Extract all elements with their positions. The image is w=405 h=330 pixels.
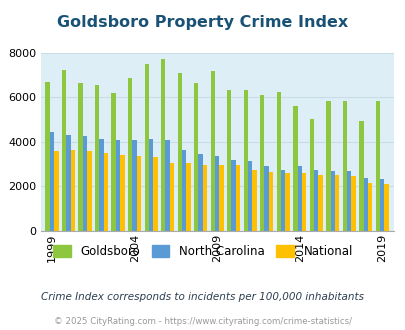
Bar: [194, 83, 198, 231]
Legend: Goldsboro, North Carolina, National: Goldsboro, North Carolina, National: [48, 241, 357, 263]
Bar: [210, 71, 215, 231]
Text: © 2025 CityRating.com - https://www.cityrating.com/crime-statistics/: © 2025 CityRating.com - https://www.city…: [54, 317, 351, 326]
Bar: [186, 163, 190, 231]
Bar: [259, 95, 264, 231]
Bar: [78, 83, 83, 231]
Bar: [292, 106, 297, 231]
Bar: [313, 170, 318, 231]
Bar: [235, 165, 240, 231]
Bar: [104, 153, 108, 231]
Bar: [351, 177, 355, 231]
Bar: [116, 140, 120, 231]
Bar: [153, 157, 158, 231]
Bar: [309, 118, 313, 231]
Bar: [54, 151, 59, 231]
Bar: [50, 132, 54, 231]
Bar: [379, 179, 384, 231]
Bar: [45, 82, 50, 231]
Bar: [215, 156, 219, 231]
Bar: [318, 175, 322, 231]
Bar: [362, 178, 367, 231]
Bar: [226, 89, 231, 231]
Bar: [149, 139, 153, 231]
Bar: [268, 172, 273, 231]
Text: Goldsboro Property Crime Index: Goldsboro Property Crime Index: [57, 15, 348, 30]
Bar: [252, 170, 256, 231]
Bar: [280, 170, 285, 231]
Bar: [198, 154, 202, 231]
Bar: [330, 171, 334, 231]
Bar: [301, 173, 306, 231]
Text: Crime Index corresponds to incidents per 100,000 inhabitants: Crime Index corresponds to incidents per…: [41, 292, 364, 302]
Bar: [247, 161, 252, 231]
Bar: [144, 64, 149, 231]
Bar: [219, 165, 223, 231]
Bar: [276, 92, 280, 231]
Bar: [367, 183, 371, 231]
Bar: [264, 166, 268, 231]
Bar: [325, 101, 330, 231]
Bar: [62, 70, 66, 231]
Bar: [384, 184, 388, 231]
Bar: [111, 93, 116, 231]
Bar: [95, 85, 99, 231]
Bar: [177, 73, 181, 231]
Bar: [375, 101, 379, 231]
Bar: [165, 140, 170, 231]
Bar: [132, 140, 136, 231]
Bar: [83, 136, 87, 231]
Bar: [297, 166, 301, 231]
Bar: [181, 150, 186, 231]
Bar: [243, 89, 247, 231]
Bar: [170, 163, 174, 231]
Bar: [346, 171, 351, 231]
Bar: [99, 139, 104, 231]
Bar: [136, 156, 141, 231]
Bar: [358, 121, 362, 231]
Bar: [342, 101, 346, 231]
Bar: [334, 175, 339, 231]
Bar: [120, 155, 125, 231]
Bar: [66, 135, 71, 231]
Bar: [231, 160, 235, 231]
Bar: [202, 165, 207, 231]
Bar: [285, 173, 289, 231]
Bar: [71, 150, 75, 231]
Bar: [161, 59, 165, 231]
Bar: [128, 79, 132, 231]
Bar: [87, 151, 92, 231]
